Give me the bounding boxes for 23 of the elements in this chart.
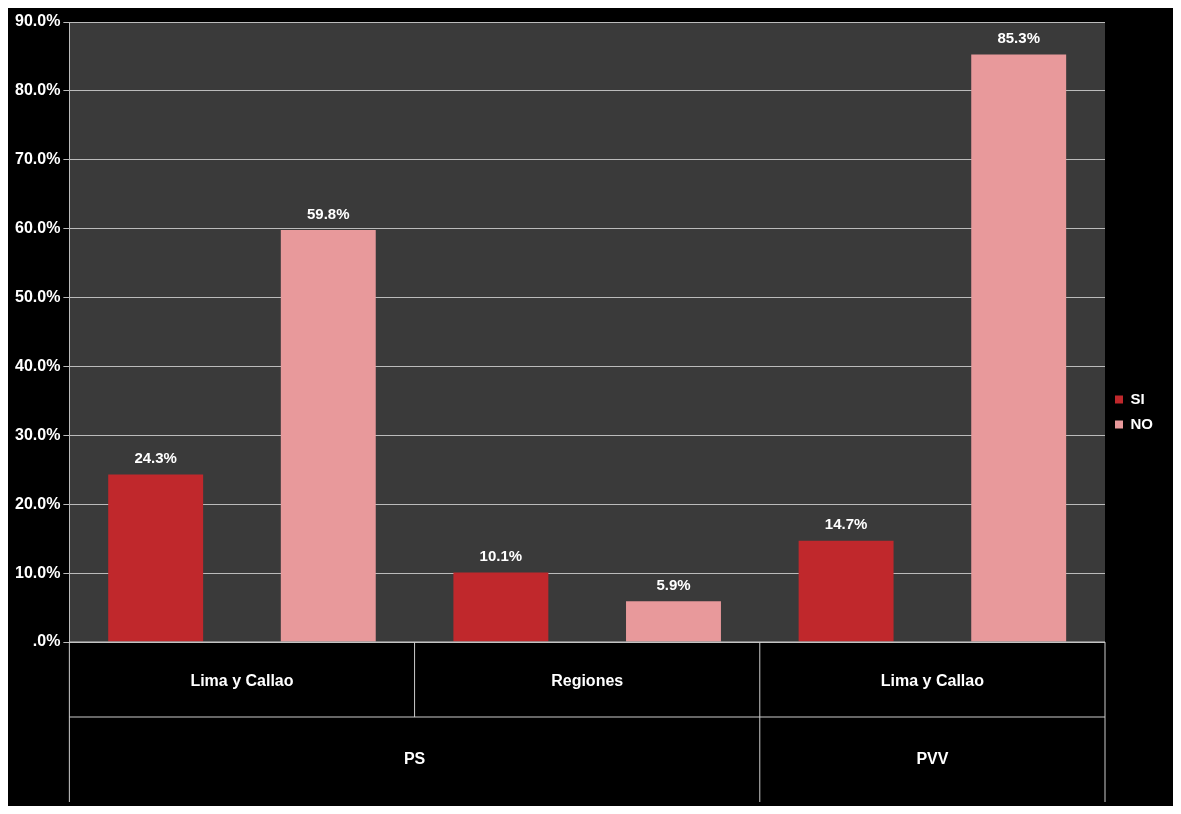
text: PVV xyxy=(916,749,949,767)
y-tick-label: 40.0% xyxy=(14,356,61,374)
y-tick-label: 20.0% xyxy=(14,494,61,512)
y-tick-label: 50.0% xyxy=(14,287,61,305)
x-tick-label: Lima y Callao xyxy=(880,672,985,690)
x-tick-label: Lima y Callao xyxy=(190,672,294,690)
y-tick-label: 90.0% xyxy=(14,12,61,30)
legend-label: SI xyxy=(1130,389,1145,407)
data-label: 24.3% xyxy=(134,449,177,467)
y-tick-label: 80.0% xyxy=(14,81,61,99)
text: PS xyxy=(403,749,426,767)
data-label: 10.1% xyxy=(479,547,523,565)
y-tick-label: .0% xyxy=(32,632,61,650)
legend-label: NO xyxy=(1130,414,1154,432)
data-label: 5.9% xyxy=(656,576,691,593)
data-label: 14.7% xyxy=(824,515,868,533)
y-tick-label: 30.0% xyxy=(14,425,61,443)
x-tick-label: Regiones xyxy=(551,672,624,690)
y-tick-label: 70.0% xyxy=(14,150,61,168)
data-label: 59.8% xyxy=(307,204,350,222)
y-tick-label: 60.0% xyxy=(14,219,61,237)
y-tick-label: 10.0% xyxy=(14,563,61,581)
data-label: 85.3% xyxy=(997,29,1040,47)
